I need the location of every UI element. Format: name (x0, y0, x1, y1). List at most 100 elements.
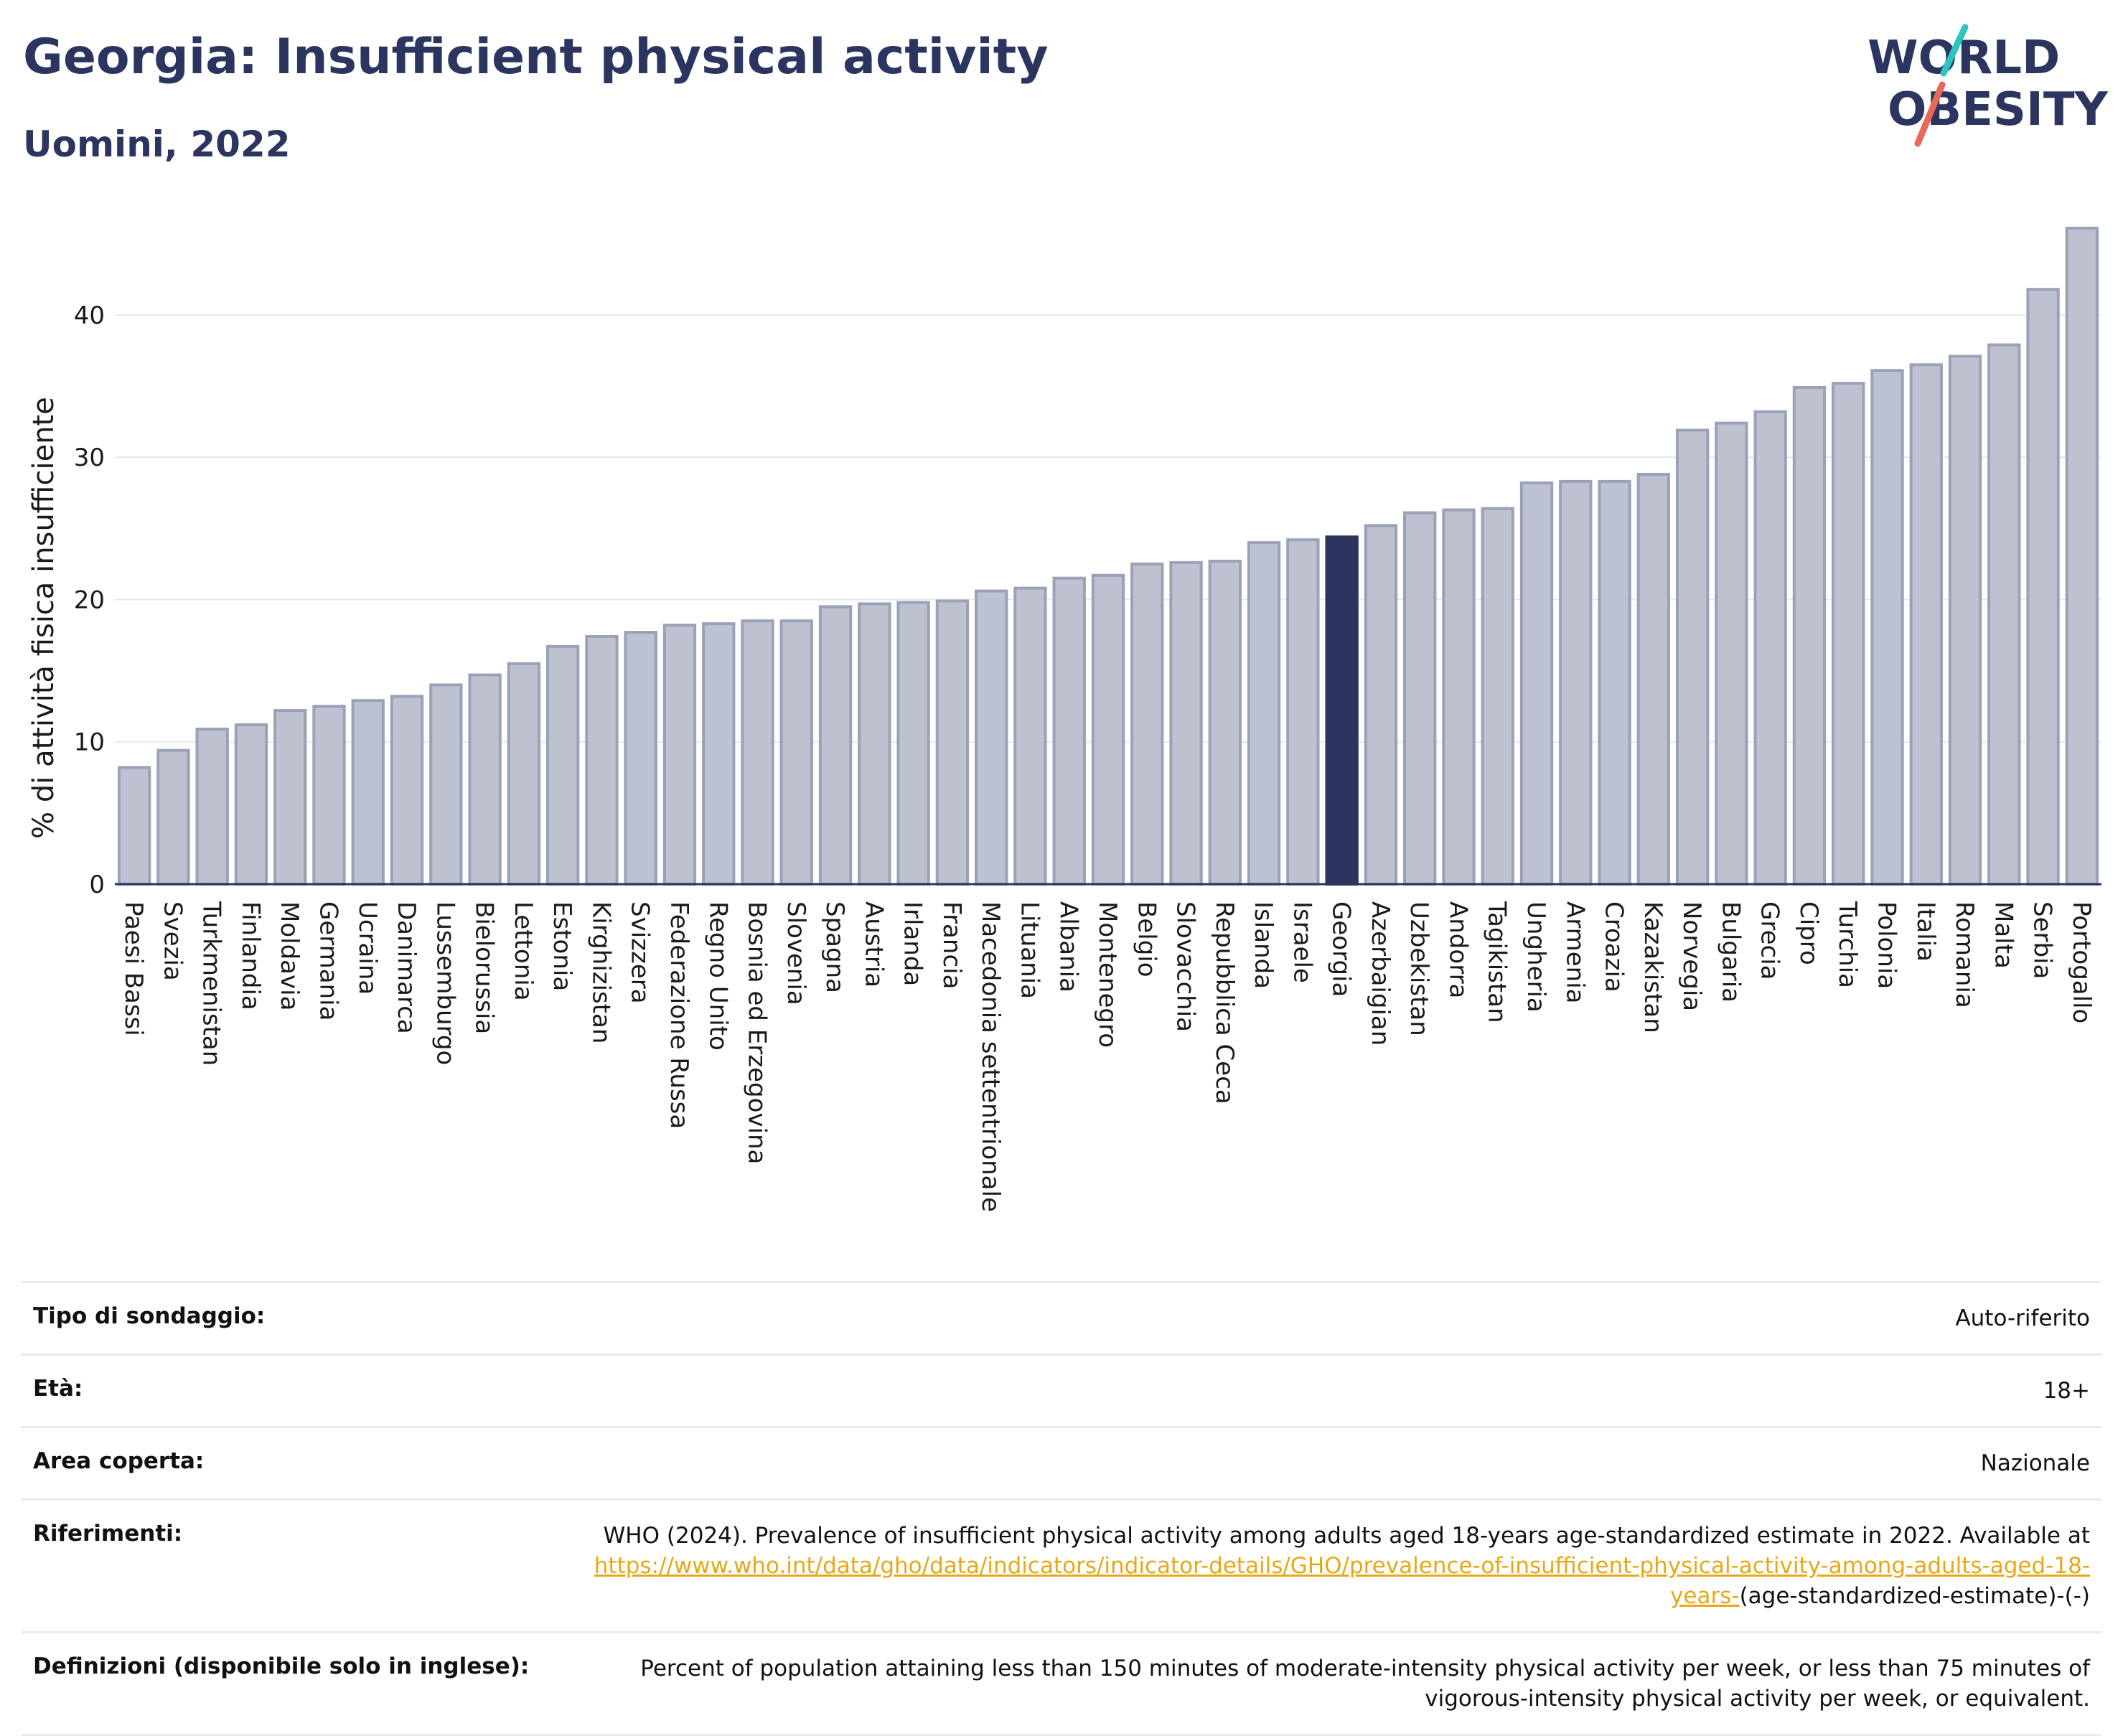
y-tick-label: 30 (74, 444, 105, 472)
bar-polonia (1870, 369, 1904, 886)
bar-andorra (1442, 508, 1476, 886)
bar-serbia (2026, 288, 2060, 886)
y-tick-label: 40 (74, 301, 105, 330)
bar-portogallo (2065, 226, 2099, 886)
x-tick-label: Svizzera (626, 901, 655, 1004)
x-tick-label: Kirghizistan (586, 901, 615, 1043)
x-tick-label: Croazia (1600, 901, 1628, 993)
bar-lussemburgo (429, 683, 463, 886)
x-tick-label: Islanda (1249, 901, 1278, 989)
x-label-layer: Paesi Bassi Svezia Turkmenistan Finlandia Mo… (119, 901, 2096, 1212)
x-tick-label: Moldavia (275, 901, 304, 1010)
x-tick-label: Belgio (1132, 901, 1161, 977)
x-tick-label: Malta (1989, 901, 2017, 969)
meta-row-definitions: Definizioni (disponibile solo in inglese… (22, 1631, 2101, 1736)
x-tick-label: Cipro (1794, 901, 1823, 965)
bar-estonia (545, 644, 580, 886)
y-tick-label: 10 (74, 728, 105, 757)
bar-bulgaria (1715, 421, 1748, 886)
x-tick-label: Kazakistan (1639, 901, 1667, 1033)
bar-albania (1052, 576, 1086, 886)
x-tick-label: Georgia (1327, 901, 1356, 997)
bar-paesi-bassi (117, 766, 151, 886)
x-tick-label: Israele (1288, 901, 1316, 983)
y-axis-title: % di attività fisica insufficiente (27, 397, 60, 839)
x-tick-label: Germania (314, 901, 343, 1021)
bar-bosnia-ed-erzegovina (741, 619, 774, 886)
x-tick-label: Slovacchia (1171, 901, 1200, 1032)
x-tick-label: Lituania (1015, 901, 1044, 999)
bar-azerbaigian (1364, 524, 1398, 886)
bar-montenegro (1091, 573, 1125, 886)
x-tick-label: Uzbekistan (1405, 901, 1433, 1036)
meta-row-age: Età: 18+ (22, 1353, 2101, 1426)
bar-francia (935, 599, 970, 886)
chart-subtitle: Uomini, 2022 (23, 123, 291, 165)
logo-slash-coral (1914, 81, 1946, 147)
x-tick-label: Svezia (158, 901, 187, 981)
y-tick-label: 20 (74, 586, 105, 614)
bar-malta (1987, 343, 2021, 886)
bar-irlanda (896, 601, 930, 886)
bar-slovenia (779, 619, 813, 886)
x-tick-label: Francia (937, 901, 966, 989)
reference-suffix: (age-standardized-estimate)-(-) (1739, 1583, 2090, 1609)
bar-danimarca (390, 695, 424, 886)
x-tick-label: Estonia (548, 901, 576, 991)
bar-grecia (1753, 410, 1787, 886)
x-tick-label: Turchia (1833, 901, 1862, 988)
meta-label: Area coperta: (33, 1448, 205, 1474)
reference-link[interactable]: https://www.who.int/data/gho/data/indica… (594, 1553, 2090, 1609)
bar-georgia (1325, 535, 1359, 886)
bar-cipro (1792, 386, 1827, 886)
bar-moldavia (273, 709, 307, 886)
x-tick-label: Irlanda (899, 901, 927, 986)
bar-kirghizistan (585, 634, 619, 886)
world-obesity-logo: WORLD OBESITY (1867, 24, 2108, 147)
bar-regno-unito (702, 622, 736, 886)
bar-turkmenistan (195, 727, 229, 886)
x-tick-label: Regno Unito (703, 901, 732, 1051)
x-tick-label: Andorra (1443, 901, 1472, 998)
x-tick-label: Armenia (1560, 901, 1589, 1004)
bar-svizzera (624, 631, 657, 886)
meta-value: Percent of population attaining less tha… (640, 1656, 2090, 1712)
x-tick-label: Paesi Bassi (119, 901, 148, 1036)
logo-line-world: WORLD (1867, 32, 2060, 85)
bar-repubblica-ceca (1208, 559, 1242, 886)
x-tick-label: Ungheria (1522, 901, 1550, 1013)
x-tick-label: Macedonia settentrionale (976, 901, 1005, 1212)
bar-chart: 0 10 20 30 40 Paesi Bassi Svezia Turkmenistan F… (27, 226, 2101, 1212)
meta-row-area: Area coperta: Nazionale (22, 1426, 2101, 1498)
bar-israele (1286, 538, 1320, 886)
bar-austria (858, 602, 891, 886)
bar-islanda (1247, 541, 1281, 886)
x-tick-label: Turkmenistan (197, 901, 226, 1066)
bar-finlandia (234, 723, 268, 886)
x-tick-label: Albania (1054, 901, 1083, 993)
x-tick-label: Spagna (820, 901, 849, 993)
metadata-table: Tipo di sondaggio: Auto-riferito Età: 18… (22, 1281, 2101, 1736)
bar-bielorussia (468, 673, 502, 886)
x-tick-label: Azerbaigian (1366, 901, 1395, 1046)
bar-svezia (156, 749, 190, 886)
meta-value: Auto-riferito (1955, 1305, 2090, 1331)
x-tick-label: Polonia (1872, 901, 1901, 989)
y-tick-layer: 0 10 20 30 40 (74, 301, 105, 899)
x-tick-label: Montenegro (1093, 901, 1122, 1048)
meta-label: Età: (33, 1376, 83, 1402)
x-tick-label: Repubblica Ceca (1210, 901, 1239, 1104)
bar-federazione-russa (662, 624, 697, 886)
x-tick-label: Norvegia (1677, 901, 1706, 1011)
meta-label: Definizioni (disponibile solo in inglese… (33, 1653, 530, 1679)
x-tick-label: Grecia (1756, 901, 1784, 980)
bar-norvegia (1675, 428, 1710, 886)
bar-uzbekistan (1403, 511, 1437, 886)
meta-value: WHO (2024). Prevalence of insufficient p… (583, 1521, 2090, 1611)
chart-title: Georgia: Insufficient physical activity (23, 29, 1049, 85)
bar-italia (1909, 363, 1943, 886)
x-tick-label: Ucraina (353, 901, 382, 995)
meta-label: Tipo di sondaggio: (33, 1303, 266, 1329)
bar-belgio (1130, 562, 1164, 886)
bar-germania (312, 705, 346, 886)
